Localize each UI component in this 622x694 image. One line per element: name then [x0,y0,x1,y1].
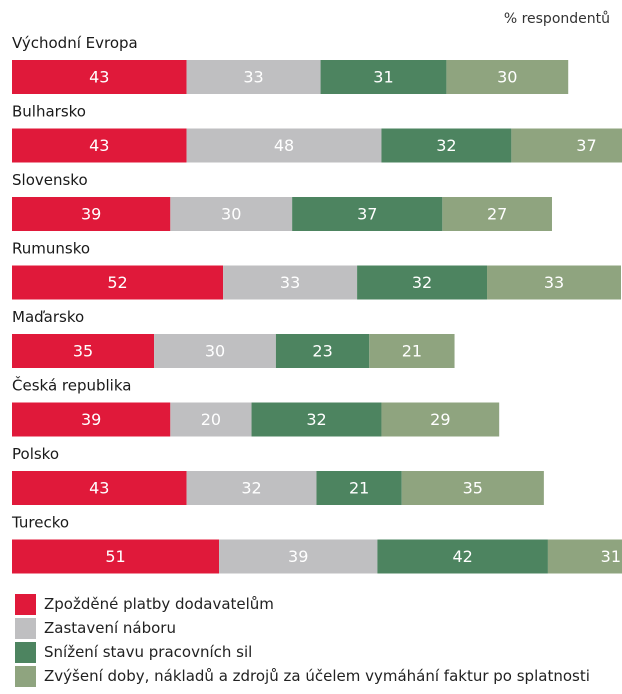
bar-value-label: 42 [452,547,472,566]
bar-value-label: 33 [280,273,300,292]
bar-segment [357,265,488,300]
category-label: Bulharsko [12,103,86,121]
bar-segment [369,334,455,368]
legend-swatch [15,593,36,615]
category-label: Východní Evropa [12,34,138,52]
bar-value-label: 32 [436,136,456,155]
bar-value-label: 31 [373,68,393,87]
bar-segment [547,539,622,574]
bar-segment [12,471,187,505]
bar-value-label: 20 [201,410,221,429]
legend-item: Zastavení náboru [15,616,590,640]
bar-segment [170,402,252,437]
bar-segment [186,471,317,505]
legend-swatch [15,641,36,663]
bar-value-label: 29 [430,410,450,429]
legend-item: Snížení stavu pracovních sil [15,640,590,664]
bar-segment [511,128,622,163]
bar-segment [12,197,171,231]
bar-segment [401,471,544,505]
bar-segment [12,128,187,163]
bar-segment [381,128,512,163]
bar-segment [275,334,370,368]
bar-value-label: 21 [402,342,422,361]
bar-value-label: 51 [105,547,125,566]
bar-segment [251,402,382,437]
category-label: Maďarsko [12,308,84,326]
category-label: Polsko [12,445,59,463]
bar-segment [219,539,378,574]
bar-segment [186,128,382,163]
bar-value-label: 30 [497,68,517,87]
bar-segment [292,197,443,231]
legend-label: Zastavení náboru [44,619,176,637]
bar-value-label: 52 [107,273,127,292]
bar-value-label: 23 [312,342,332,361]
legend-label: Zpožděné platby dodavatelům [44,595,274,613]
bar-value-label: 39 [81,205,101,224]
bar-value-label: 33 [544,273,564,292]
legend: Zpožděné platby dodavatelům Zastavení ná… [15,592,590,688]
bar-segment [12,539,220,574]
bar-value-label: 48 [274,136,294,155]
bar-value-label: 31 [601,547,621,566]
bar-value-label: 43 [89,68,109,87]
category-label: Česká republika [12,376,131,395]
bar-value-label: 35 [73,342,93,361]
legend-swatch [15,617,36,639]
bar-segment [186,60,321,94]
bar-segment [487,265,621,300]
bar-segment [446,60,569,94]
bar-segment [223,265,358,300]
bar-value-label: 37 [576,136,596,155]
bar-value-label: 39 [81,410,101,429]
bar-value-label: 35 [463,479,483,498]
bar-segment [381,402,500,437]
category-label: Slovensko [12,171,88,189]
legend-item: Zvýšení doby, nákladů a zdrojů za účelem… [15,664,590,688]
bar-segment [316,471,402,505]
bar-segment [12,402,171,437]
bar-segment [377,539,548,574]
bar-segment [12,265,224,300]
legend-item: Zpožděné platby dodavatelům [15,592,590,616]
unit-label: % respondentů [503,11,610,27]
bar-value-label: 30 [205,342,225,361]
bar-value-label: 39 [288,547,308,566]
legend-label: Snížení stavu pracovních sil [44,643,253,661]
legend-label: Zvýšení doby, nákladů a zdrojů za účelem… [44,667,590,685]
bar-value-label: 32 [412,273,432,292]
bar-value-label: 43 [89,479,109,498]
bar-value-label: 27 [487,205,507,224]
bar-value-label: 32 [306,410,326,429]
bar-value-label: 37 [357,205,377,224]
bar-value-label: 32 [241,479,261,498]
bar-value-label: 21 [349,479,369,498]
category-label: Turecko [11,514,69,532]
bar-segment [12,60,187,94]
bar-value-label: 30 [221,205,241,224]
bar-segment [442,197,552,231]
bar-segment [170,197,293,231]
category-label: Rumunsko [12,240,90,258]
bar-value-label: 33 [243,68,263,87]
bar-segment [320,60,447,94]
bar-value-label: 43 [89,136,109,155]
bar-segment [154,334,276,368]
bar-segment [12,334,155,368]
legend-swatch [15,665,36,687]
